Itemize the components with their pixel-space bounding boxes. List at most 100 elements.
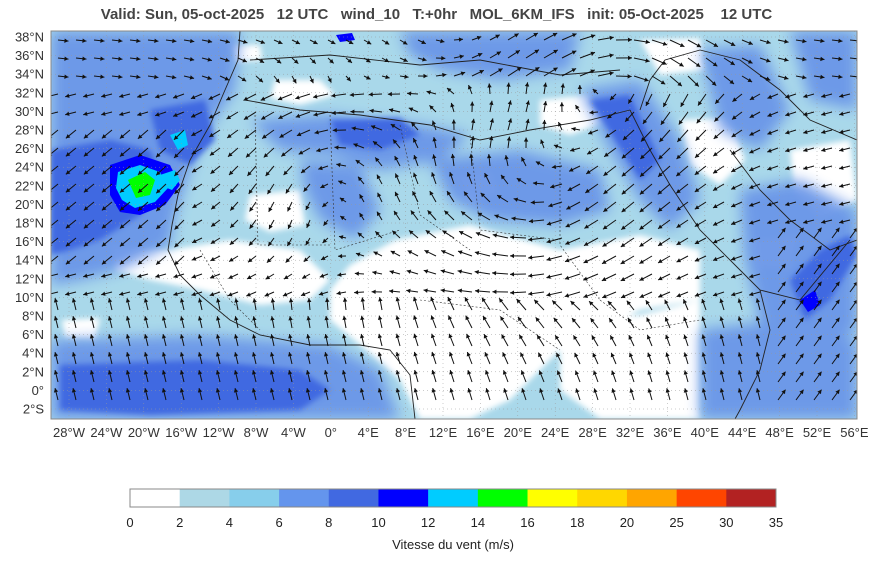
wind-arrow [777,389,786,401]
lon-tick-label: 8°E [395,425,416,440]
wind-arrow [457,288,473,293]
wind-arrow [737,352,743,365]
wind-arrow [252,334,257,347]
wind-arrow [83,129,95,139]
wind-arrow [687,57,701,68]
wind-arrow [813,335,822,347]
wind-arrow [513,197,527,203]
lon-tick-label: 4°E [358,425,379,440]
colorbar-swatch [428,489,479,507]
wind-arrow [777,317,786,329]
wind-arrow [285,255,293,263]
wind-arrow [713,129,725,140]
wind-arrow [795,335,804,347]
wind-arrow [357,232,365,239]
wind-arrow [161,388,167,401]
wind-arrow [287,201,293,212]
wind-arrow [477,212,491,221]
wind-arrow [83,183,95,193]
wind-arrow [831,263,840,275]
wind-arrow [318,165,329,171]
wind-arrow [179,370,185,383]
wind-arrow [494,214,509,221]
wind-arrow [536,334,545,347]
wind-arrow [278,111,293,120]
wind-arrow [469,101,475,113]
wind-arrow [629,370,635,383]
colorbar-tick-label: 8 [325,515,332,530]
wind-arrow [767,147,779,153]
wind-arrow [803,111,815,117]
wind-arrow [605,129,617,138]
wind-arrow [325,297,330,311]
wind-arrow [533,299,545,311]
wind-arrow [390,123,401,131]
wind-arrow [705,57,718,67]
colorbar-border [129,488,777,508]
wind-arrow [307,298,312,311]
wind-arrow [551,164,563,170]
wind-arrow [313,111,329,117]
wind-arrow [197,316,203,329]
wind-arrow [831,227,840,239]
wind-arrow [324,315,329,329]
wind-arrow [125,334,131,347]
wind-arrow [395,351,401,365]
wind-arrow [342,297,348,311]
wind-arrow [664,316,671,329]
wind-arrow [737,316,743,329]
wind-arrow [305,388,311,401]
wind-arrow [590,317,599,329]
colorbar: 0 2 4 6 8 10 12 14 16 18 20 25 30 35 [126,488,783,530]
wind-arrow [730,255,743,261]
wind-arrow [849,263,857,275]
wind-arrow [391,230,401,239]
wind-arrow [564,291,581,298]
wind-arrow [557,121,563,131]
colorbar-tick-label: 14 [471,515,485,530]
wind-arrow [413,369,419,383]
wind-arrow [155,147,167,158]
wind-arrow [395,388,401,401]
lat-tick-label: 34°N [15,67,44,82]
wind-arrow [701,316,707,329]
wind-arrow [777,57,789,62]
wind-arrow [305,370,311,383]
wind-arrow [229,201,239,211]
wind-arrow [777,335,786,347]
wind-arrow [406,269,419,275]
wind-arrow [460,210,473,221]
lon-tick-label: 4°W [281,425,306,440]
wind-arrow [89,352,95,365]
wind-arrow [410,210,419,221]
wind-arrow [387,91,401,97]
wind-arrow [564,273,581,280]
wind-arrow [694,273,707,280]
wind-arrow [592,352,599,365]
wind-arrow [602,291,617,299]
wind-arrow [528,237,545,242]
wind-arrow [542,119,547,131]
wind-arrow [147,56,159,62]
wind-arrow [413,154,419,167]
wind-arrow [759,75,771,81]
wind-arrow [528,255,545,260]
wind-arrow [546,255,563,262]
wind-arrow [381,57,390,63]
wind-arrow [574,370,581,383]
wind-arrow [602,219,617,230]
wind-arrow [510,290,527,295]
wind-arrow [377,388,383,401]
wind-arrow [583,273,599,281]
wind-arrow [417,73,428,79]
wind-arrow [429,190,437,203]
wind-arrow [831,317,840,329]
wind-arrow [191,183,203,191]
wind-arrow [675,165,689,177]
wind-arrow [107,352,113,365]
wind-arrow [610,352,617,365]
wind-arrow [660,111,671,126]
wind-arrow [701,298,707,311]
wind-arrow [839,147,851,152]
wind-arrow [567,183,581,192]
